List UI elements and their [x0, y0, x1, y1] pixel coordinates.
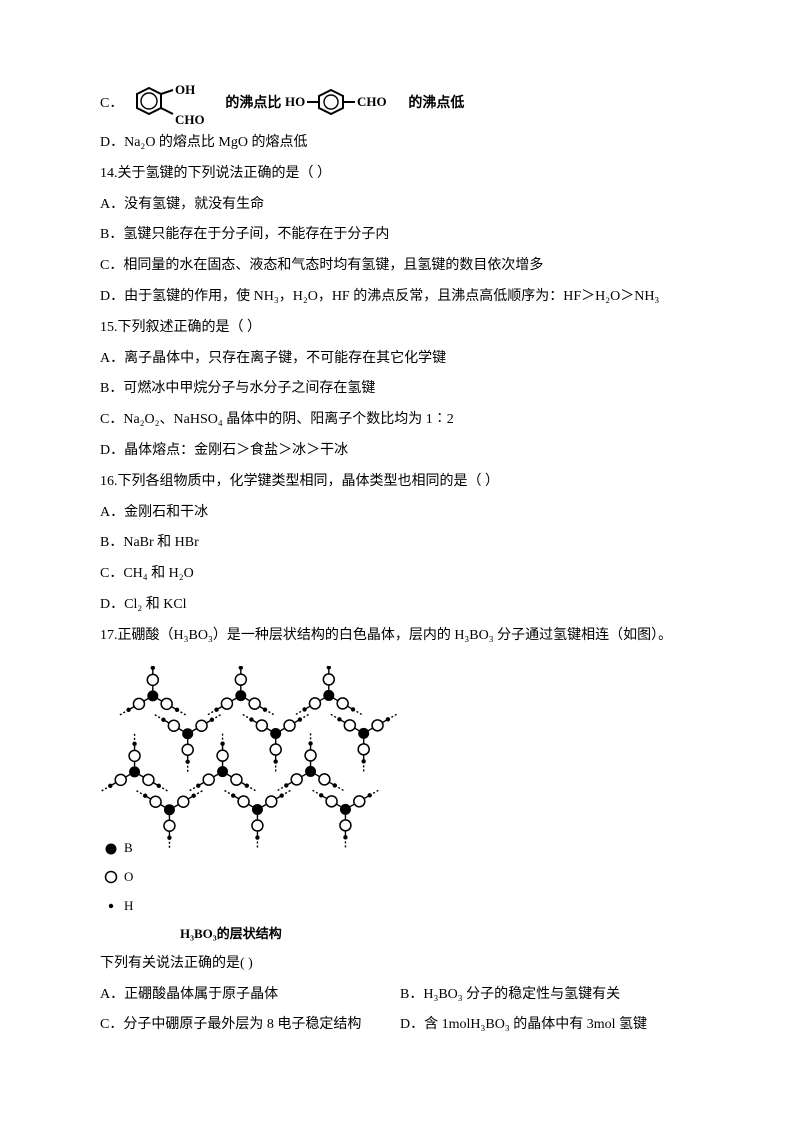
q16-option-d: D．Cl₂ 和 KCl: [100, 590, 700, 621]
optc-prefix: C．: [100, 96, 123, 111]
q15-option-a: A．离子晶体中，只存在离子键，不可能存在其它化学键: [100, 344, 700, 375]
q16-stem: 16.下列各组物质中，化学键类型相同，晶体类型也相同的是（ ）: [100, 467, 700, 498]
q17-sub: 下列有关说法正确的是( ): [100, 949, 700, 980]
q14-option-b: B．氢键只能存在于分子间，不能存在于分子内: [100, 220, 700, 251]
svg-text:OH: OH: [175, 82, 195, 97]
q14-stem: 14.关于氢键的下列说法正确的是（ ）: [100, 159, 700, 190]
q15-stem: 15.下列叙述正确的是（ ）: [100, 313, 700, 344]
q17-option-d: D．含 1molH₃BO₃ 的晶体中有 3mol 氢键: [400, 1010, 700, 1041]
molecule-p-hydroxybenzaldehyde: HO CHO: [285, 84, 405, 124]
q16-option-c: C．CH₄ 和 H₂O: [100, 559, 700, 590]
diagram-caption: H₃BO₃的层状结构: [180, 920, 700, 949]
molecule-salicylaldehyde: OH CHO: [127, 80, 222, 128]
q14-option-c: C．相同量的水在固态、液态和气态时均有氢键，且氢键的数目依次增多: [100, 251, 700, 282]
h3bo3-diagram: B O H H₃BO₃的层状结构: [100, 666, 700, 949]
svg-text:HO: HO: [285, 94, 305, 109]
q13-option-d: D．Na₂O 的熔点比 MgO 的熔点低: [100, 128, 700, 159]
optc-mid: 的沸点比: [225, 96, 281, 111]
q15-option-c: C．Na₂O₂、NaHSO₄ 晶体中的阴、阳离子个数比均为 1∶2: [100, 405, 700, 436]
q13-option-c: C． OH CHO 的沸点比 HO CHO 的沸点低: [100, 80, 700, 128]
optc-suffix: 的沸点低: [408, 96, 464, 111]
q17-option-a: A．正硼酸晶体属于原子晶体: [100, 980, 400, 1011]
q14-option-d: D．由于氢键的作用，使 NH₃，H₂O，HF 的沸点反常，且沸点高低顺序为：HF…: [100, 282, 700, 313]
q16-option-b: B．NaBr 和 HBr: [100, 528, 700, 559]
svg-text:CHO: CHO: [175, 112, 205, 127]
q15-option-d: D．晶体熔点：金刚石＞食盐＞冰＞干冰: [100, 436, 700, 467]
svg-text:CHO: CHO: [357, 94, 387, 109]
q17-option-c: C．分子中硼原子最外层为 8 电子稳定结构: [100, 1010, 400, 1041]
q17-stem: 17.正硼酸（H₃BO₃）是一种层状结构的白色晶体，层内的 H₃BO₃ 分子通过…: [100, 621, 700, 652]
legend-o: O: [104, 863, 700, 892]
q15-option-b: B．可燃冰中甲烷分子与水分子之间存在氢键: [100, 374, 700, 405]
q14-option-a: A．没有氢键，就没有生命: [100, 190, 700, 221]
legend-h: H: [104, 892, 700, 921]
q17-option-b: B．H₃BO₃ 分子的稳定性与氢键有关: [400, 980, 700, 1011]
q16-option-a: A．金刚石和干冰: [100, 498, 700, 529]
